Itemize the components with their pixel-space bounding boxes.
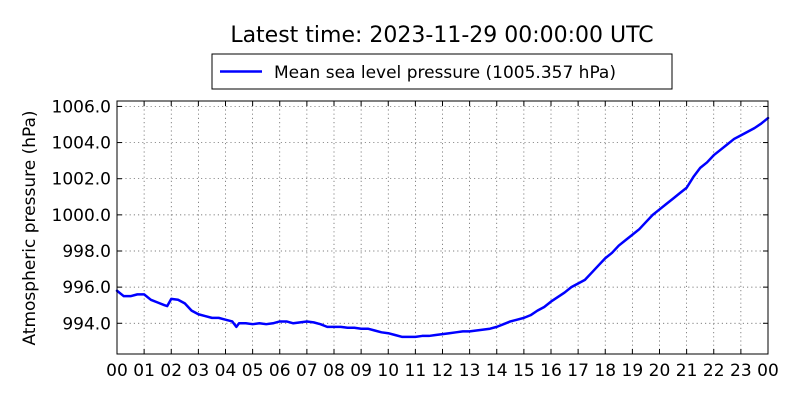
x-tick-label: 18	[594, 361, 616, 381]
x-tick-label: 22	[703, 361, 725, 381]
x-tick-label: 01	[133, 361, 155, 381]
y-tick-label: 1006.0	[52, 97, 111, 117]
chart-title: Latest time: 2023-11-29 00:00:00 UTC	[230, 23, 653, 48]
y-tick-label: 1000.0	[52, 206, 111, 226]
x-tick-label: 13	[459, 361, 481, 381]
x-tick-label: 05	[242, 361, 264, 381]
x-tick-label: 23	[730, 361, 752, 381]
x-tick-label: 03	[188, 361, 210, 381]
legend: Mean sea level pressure (1005.357 hPa)	[211, 53, 673, 90]
pressure-series-line	[115, 116, 770, 339]
x-tick-label: 06	[269, 361, 291, 381]
grid	[117, 101, 768, 354]
y-axis-label: Atmospheric pressure (hPa)	[20, 110, 40, 345]
x-tick-label: 20	[649, 361, 671, 381]
legend-box	[211, 53, 673, 90]
y-tick-label: 998.0	[62, 242, 111, 262]
legend-label: Mean sea level pressure (1005.357 hPa)	[274, 63, 616, 83]
ticks: 994.0 996.0 998.0 1000.0 1002.0 1004.0 1006.0 0…	[52, 97, 779, 381]
y-tick-label: 996.0	[62, 278, 111, 298]
data-layer	[115, 116, 770, 339]
y-tick-label: 994.0	[62, 314, 111, 334]
x-tick-label: 19	[622, 361, 644, 381]
x-tick-label: 11	[405, 361, 427, 381]
x-tick-label: 07	[296, 361, 318, 381]
x-tick-label: 10	[377, 361, 399, 381]
x-tick-label: 16	[540, 361, 562, 381]
x-tick-label: 17	[567, 361, 589, 381]
x-tick-label: 12	[432, 361, 454, 381]
x-tick-label: 21	[676, 361, 698, 381]
x-tick-label: 04	[215, 361, 237, 381]
x-tick-label: 08	[323, 361, 345, 381]
x-tick-label: 00	[106, 361, 128, 381]
x-tick-label: 15	[513, 361, 535, 381]
y-tick-label: 1002.0	[52, 170, 111, 190]
x-tick-label: 14	[486, 361, 508, 381]
x-tick-label: 09	[350, 361, 372, 381]
x-tick-label: 02	[160, 361, 182, 381]
y-tick-label: 1004.0	[52, 134, 111, 154]
x-tick-label: 00	[757, 361, 779, 381]
